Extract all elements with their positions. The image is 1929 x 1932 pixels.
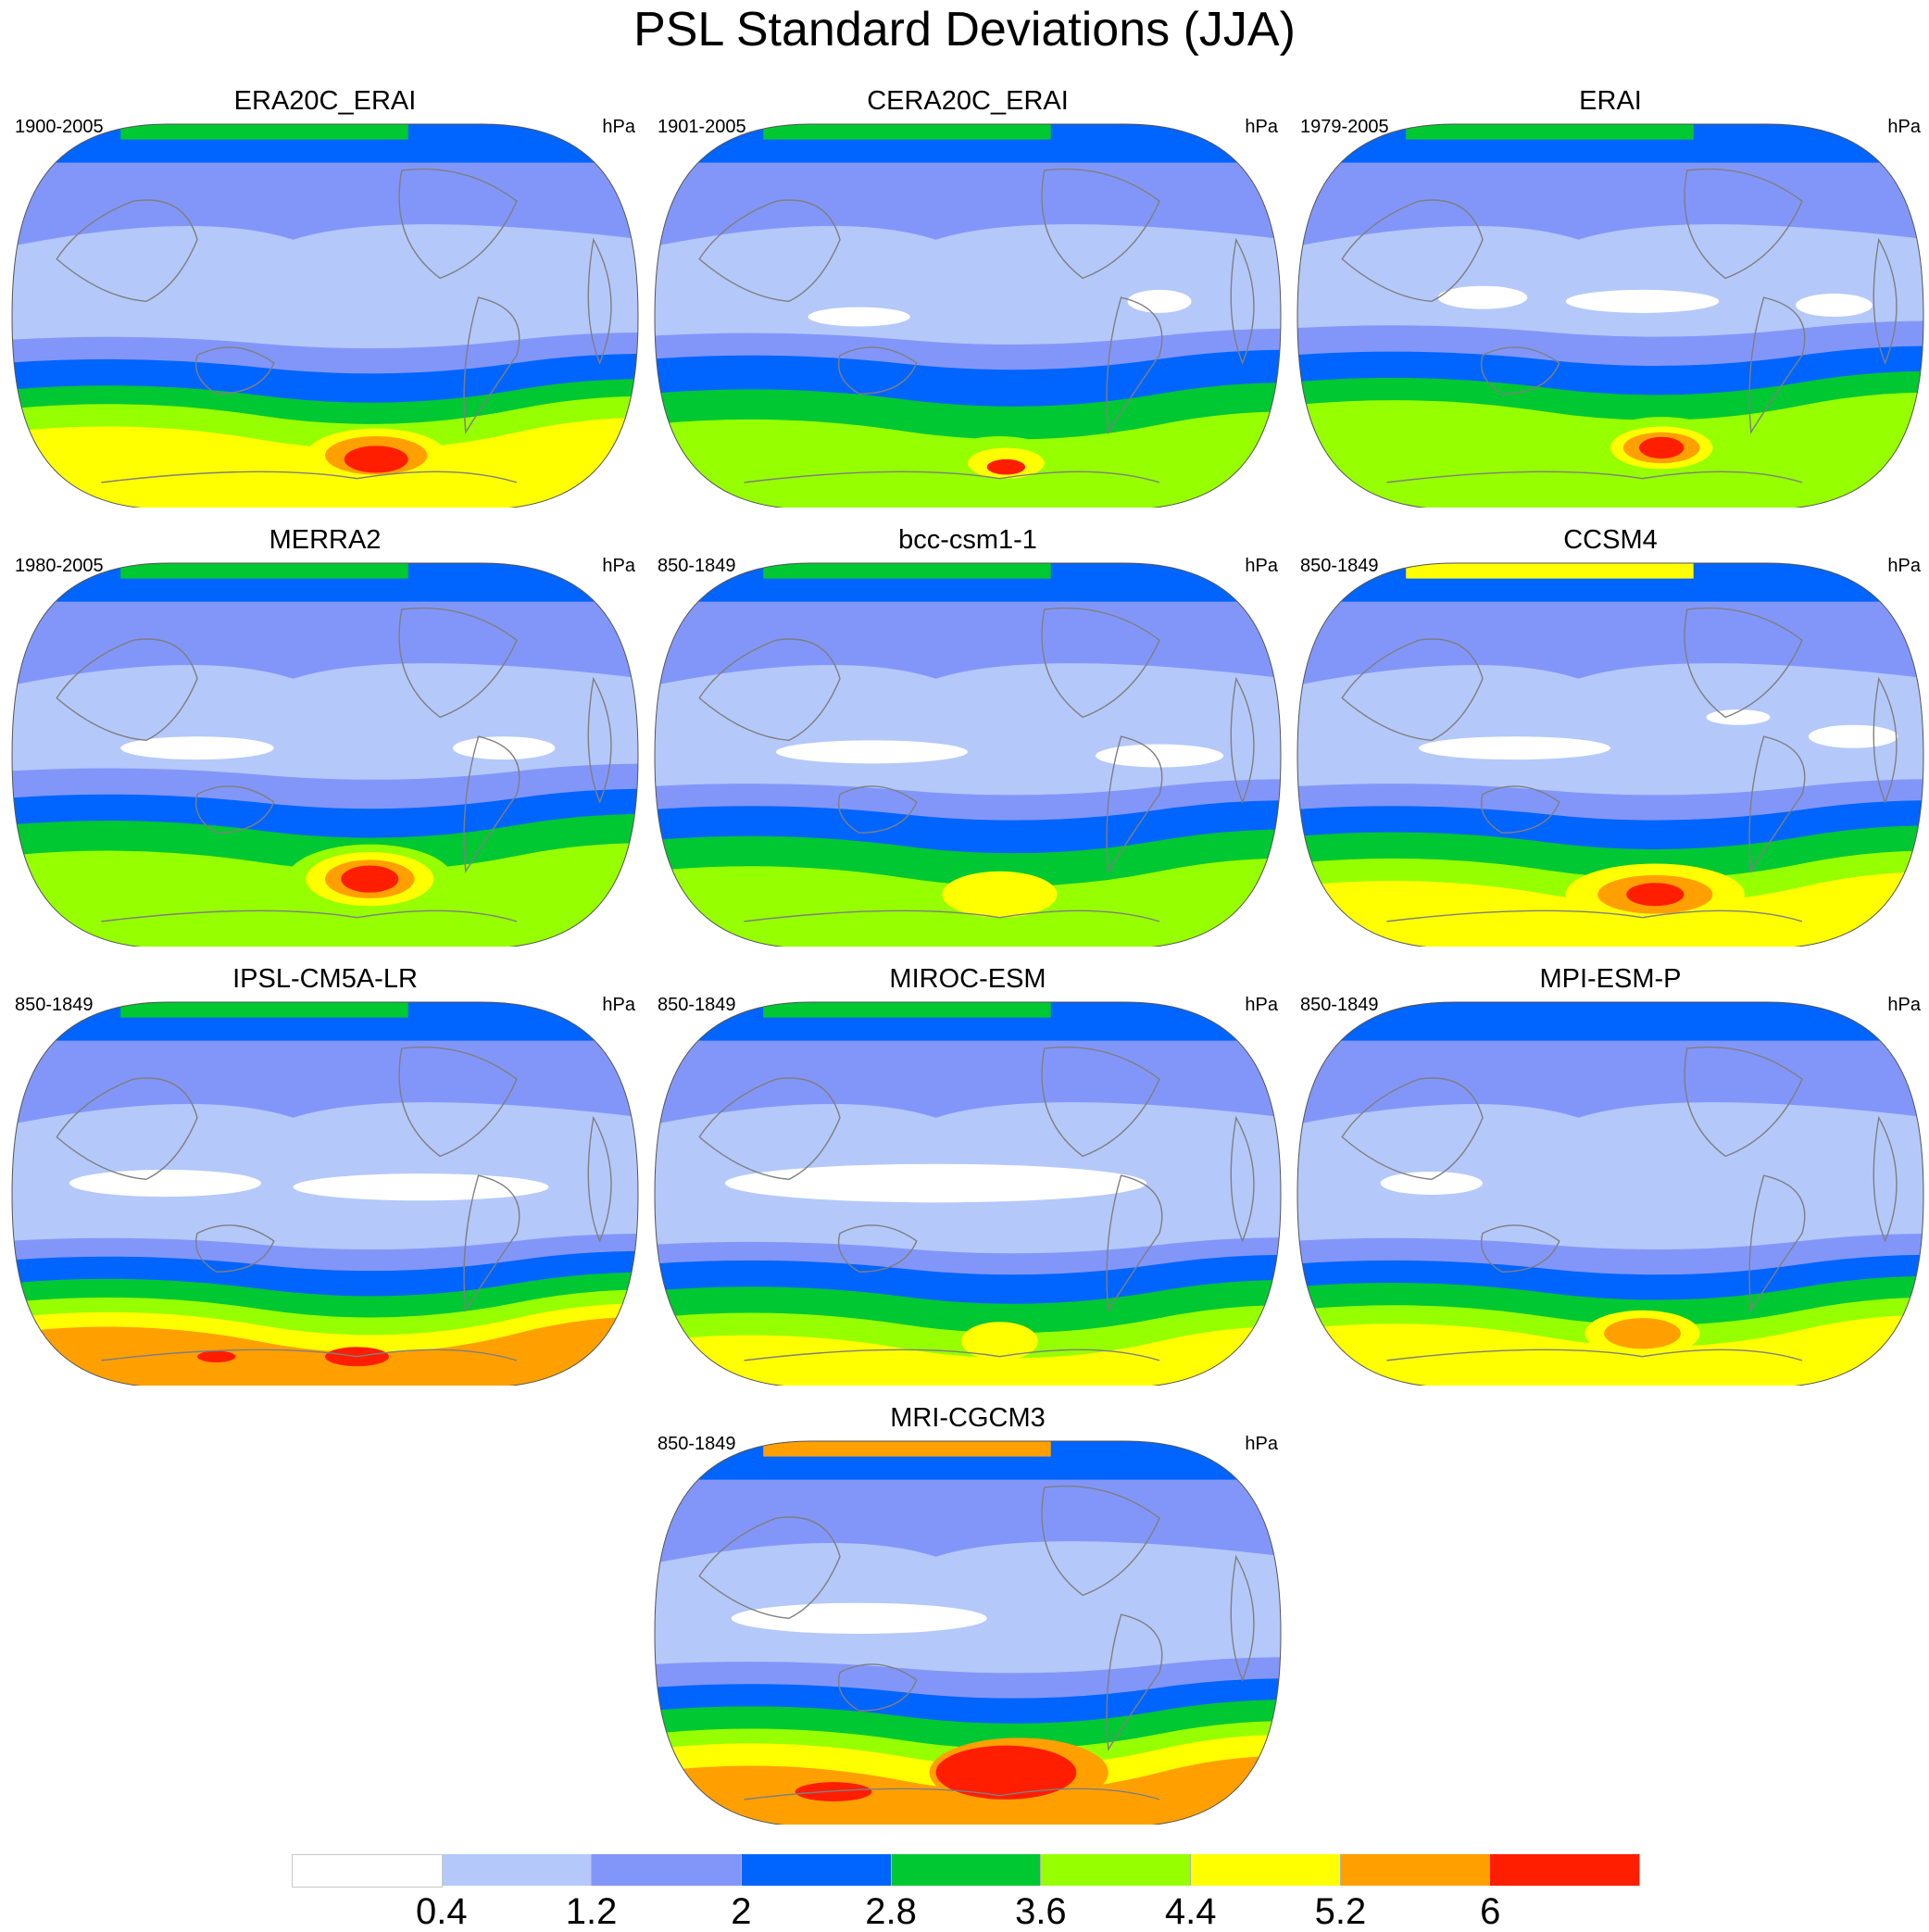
panel-title: CERA20C_ERAI: [867, 86, 1069, 116]
colorbar-swatch: [592, 1854, 743, 1886]
panel-title: IPSL-CM5A-LR: [232, 964, 418, 994]
panel-title: MPI-ESM-P: [1539, 964, 1682, 994]
map-panel: MIROC-ESM 850-1849 hPa: [648, 963, 1287, 1399]
map-panel: bcc-csm1-1 850-1849 hPa: [648, 524, 1287, 960]
colorbar-swatch: [1041, 1854, 1192, 1886]
robinson-map: [1296, 123, 1924, 508]
panel-unit: hPa: [602, 995, 635, 1015]
map-panel: CERA20C_ERAI 1901-2005 hPa: [648, 85, 1287, 521]
robinson-map: [11, 123, 639, 508]
panel-years: 1900-2005: [15, 117, 104, 137]
colorbar-label: 4.4: [1164, 1891, 1217, 1932]
map-panel: MERRA2 1980-2005 hPa: [6, 524, 645, 960]
map-panel: MPI-ESM-P 850-1849 hPa: [1291, 963, 1929, 1399]
panel-title: CCSM4: [1563, 525, 1658, 555]
panel-unit: hPa: [602, 117, 635, 137]
panel-unit: hPa: [1887, 995, 1921, 1015]
panel-title: MRI-CGCM3: [890, 1403, 1046, 1433]
panel-years: 850-1849: [658, 556, 736, 576]
panel-years: 1901-2005: [658, 117, 746, 137]
colorbar-label: 5.2: [1314, 1891, 1367, 1932]
panel-title: ERA20C_ERAI: [233, 86, 417, 116]
panel-unit: hPa: [1245, 1434, 1278, 1454]
panel-years: 850-1849: [1300, 995, 1379, 1015]
panel-title: ERAI: [1579, 86, 1642, 116]
colorbar-swatch: [292, 1854, 443, 1888]
colorbar-label: 2.8: [865, 1891, 917, 1932]
map-panel: MRI-CGCM3 850-1849 hPa: [648, 1402, 1287, 1838]
map-panel: IPSL-CM5A-LR 850-1849 hPa: [6, 963, 645, 1399]
colorbar-swatch: [891, 1854, 1042, 1886]
panel-unit: hPa: [1245, 995, 1278, 1015]
map-panel: CCSM4 850-1849 hPa: [1291, 524, 1929, 960]
colorbar-label: 2: [731, 1891, 752, 1932]
colorbar-swatch: [442, 1854, 593, 1886]
map-panel: ERAI 1979-2005 hPa: [1291, 85, 1929, 521]
figure-title: PSL Standard Deviations (JJA): [633, 3, 1296, 56]
panel-title: MIROC-ESM: [889, 964, 1046, 994]
colorbar-labels: 0.4 1.2 2 2.8 3.6 4.4 5.2 6: [292, 1893, 1640, 1930]
map-panel: ERA20C_ERAI 1900-2005 hPa: [6, 85, 645, 521]
robinson-map: [11, 562, 639, 947]
colorbar-label: 3.6: [1015, 1891, 1067, 1932]
colorbar-swatch: [1490, 1854, 1641, 1886]
panel-years: 850-1849: [658, 995, 736, 1015]
colorbar: [292, 1854, 1641, 1888]
colorbar-label: 6: [1480, 1891, 1501, 1932]
robinson-map: [1296, 1001, 1924, 1386]
panel-years: 850-1849: [15, 995, 94, 1015]
panel-unit: hPa: [1887, 117, 1921, 137]
panel-unit: hPa: [602, 556, 635, 576]
panel-title: MERRA2: [269, 525, 382, 555]
panel-years: 1979-2005: [1300, 117, 1389, 137]
panel-title: bcc-csm1-1: [898, 525, 1037, 555]
colorbar-label: 0.4: [415, 1891, 468, 1932]
colorbar-swatch: [742, 1854, 892, 1886]
panel-years: 850-1849: [1300, 556, 1379, 576]
robinson-map: [654, 562, 1282, 947]
robinson-map: [654, 123, 1282, 508]
robinson-map: [654, 1001, 1282, 1386]
panel-unit: hPa: [1245, 117, 1278, 137]
panel-years: 850-1849: [658, 1434, 736, 1454]
robinson-map: [654, 1440, 1282, 1825]
robinson-map: [1296, 562, 1924, 947]
panel-unit: hPa: [1887, 556, 1921, 576]
robinson-map: [11, 1001, 639, 1386]
colorbar-label: 1.2: [565, 1891, 618, 1932]
colorbar-swatch: [1340, 1854, 1491, 1886]
colorbar-swatch: [1191, 1854, 1341, 1886]
panel-unit: hPa: [1245, 556, 1278, 576]
panel-years: 1980-2005: [15, 556, 104, 576]
